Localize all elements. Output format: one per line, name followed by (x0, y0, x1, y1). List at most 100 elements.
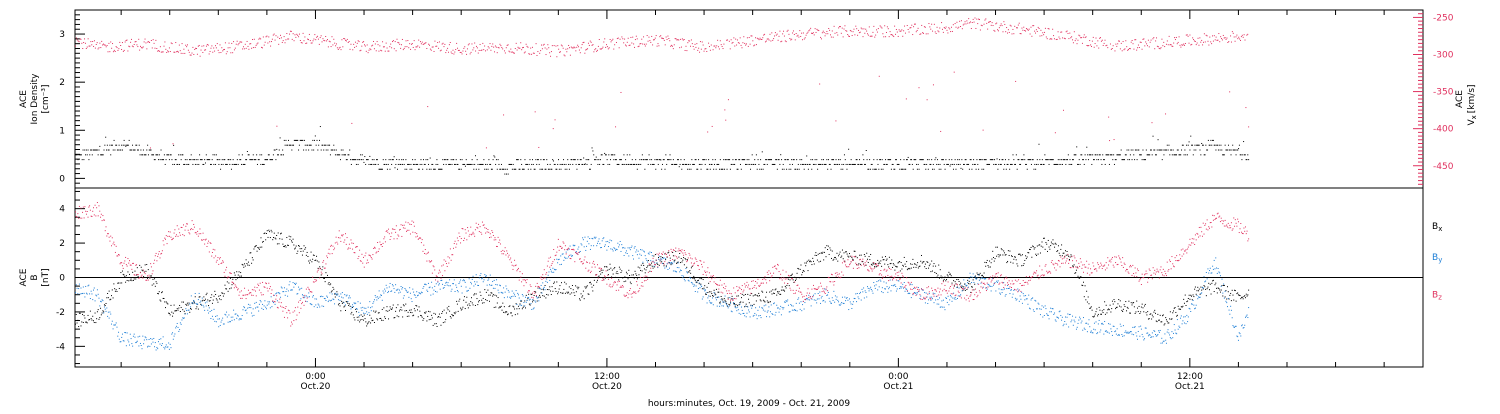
density-point (613, 159, 614, 160)
density-point (997, 158, 998, 159)
density-axis-label-line: Ion Density (30, 73, 40, 125)
bx-point (335, 297, 336, 298)
bx-point (240, 272, 241, 273)
density-point (610, 159, 611, 160)
density-point (1042, 159, 1043, 160)
by-point (479, 277, 480, 278)
density-point (938, 164, 939, 165)
density-point (771, 159, 772, 160)
density-point (166, 159, 167, 160)
density-point (808, 169, 809, 170)
vx-point (621, 36, 622, 37)
bx-point (1206, 295, 1207, 296)
vx-point (523, 47, 524, 48)
vx-point (1092, 41, 1093, 42)
density-point (311, 145, 312, 146)
vx-point (247, 41, 248, 42)
vx-point (570, 55, 571, 56)
bx-point (339, 303, 340, 304)
vx-point (489, 47, 490, 48)
bx-point (389, 310, 390, 311)
bx-series (75, 230, 1249, 327)
density-point (1142, 159, 1143, 160)
vx-point (1120, 48, 1121, 49)
bx-point (671, 264, 672, 265)
bx-point (304, 249, 305, 250)
density-point (419, 169, 420, 170)
vx-point (1207, 35, 1208, 36)
by-point (516, 290, 517, 291)
density-point (122, 150, 123, 151)
vx-point (117, 50, 118, 51)
by-point (372, 306, 373, 307)
bx-point (493, 294, 494, 295)
bx-point (1124, 306, 1125, 307)
vx-point (772, 40, 773, 41)
bx-point (874, 266, 875, 267)
vx-point (201, 46, 202, 47)
bx-point (701, 278, 702, 279)
vx-point (935, 31, 936, 32)
vx-point (207, 44, 208, 45)
vx-point (731, 39, 732, 40)
vx-point (540, 50, 541, 51)
density-point (224, 159, 225, 160)
bx-point (932, 271, 933, 272)
by-point (439, 283, 440, 284)
by-point (455, 285, 456, 286)
vx-point (694, 49, 695, 50)
by-point (228, 314, 229, 315)
bx-point (1201, 290, 1202, 291)
bx-point (925, 264, 926, 265)
density-point (1217, 145, 1218, 146)
bx-point (951, 275, 952, 276)
bx-point (110, 299, 111, 300)
bx-point (553, 283, 554, 284)
density-point (347, 159, 348, 160)
vx-point (934, 24, 935, 25)
vx-point (762, 37, 763, 38)
bx-point (1225, 296, 1226, 297)
vx-point (1065, 38, 1066, 39)
density-point (425, 164, 426, 165)
density-point (708, 159, 709, 160)
vx-point (1145, 41, 1146, 42)
bx-point (1237, 292, 1238, 293)
by-point (266, 308, 267, 309)
bx-point (484, 289, 485, 290)
bx-point (754, 304, 755, 305)
vx-point (742, 42, 743, 43)
vx-point (629, 45, 630, 46)
bx-point (386, 310, 387, 311)
bx-point (738, 295, 739, 296)
bx-point (458, 301, 459, 302)
vx-point (1085, 37, 1086, 38)
bx-point (714, 290, 715, 291)
bx-point (366, 325, 367, 326)
bx-point (1240, 295, 1241, 296)
by-point (422, 288, 423, 289)
vx-point (630, 37, 631, 38)
vx-point (429, 45, 430, 46)
bx-point (401, 310, 402, 311)
density-point (587, 164, 588, 165)
vx-point (294, 34, 295, 35)
bx-point (602, 270, 603, 271)
vx-point (175, 42, 176, 43)
density-point (806, 155, 807, 156)
density-point (513, 164, 514, 165)
bx-point (595, 277, 596, 278)
density-point (712, 159, 713, 160)
by-point (172, 332, 173, 333)
density-point (540, 159, 541, 160)
bx-point (867, 259, 868, 260)
bx-point (620, 269, 621, 270)
density-point (293, 145, 294, 146)
density-point (841, 164, 842, 165)
bx-point (570, 288, 571, 289)
by-point (516, 304, 517, 305)
density-point (1195, 150, 1196, 151)
bx-point (1110, 305, 1111, 306)
bx-point (162, 291, 163, 292)
by-point (117, 336, 118, 337)
